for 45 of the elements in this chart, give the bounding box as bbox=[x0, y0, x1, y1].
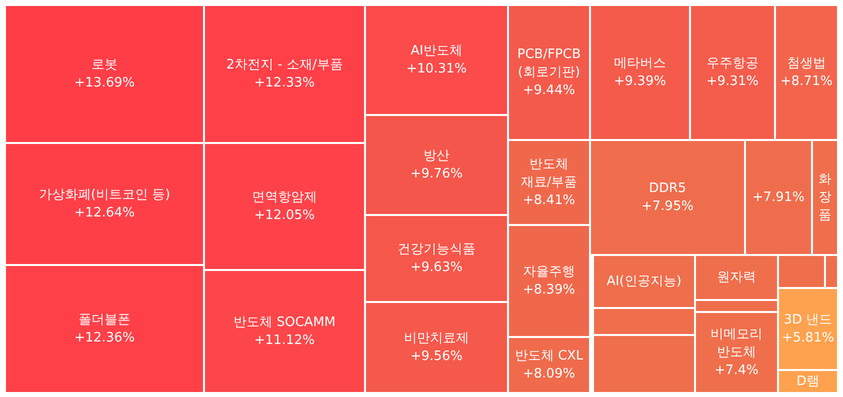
category-label: AI(인공지능) bbox=[606, 274, 682, 289]
data-label: +9.39% bbox=[614, 74, 666, 89]
category-label: 첨생법 bbox=[787, 56, 826, 71]
category-label: 면역항암제 bbox=[252, 190, 317, 205]
category-label: D램 bbox=[796, 374, 820, 389]
category-label: 자율주행 bbox=[523, 264, 575, 280]
category-label: 비메모리 반도체 bbox=[710, 327, 762, 360]
category-label: DDR5 bbox=[648, 181, 686, 196]
category-label: 2차전지 - 소재/부품 bbox=[226, 58, 343, 72]
data-label: +12.05% bbox=[254, 208, 315, 223]
data-label: +11.12% bbox=[254, 333, 315, 348]
category-label: 원자력 bbox=[717, 270, 756, 285]
category-label: 반도체 SOCAMM bbox=[233, 315, 336, 330]
data-label: +9.44% bbox=[522, 83, 576, 98]
data-label: +8.09% bbox=[522, 366, 576, 382]
data-label: +5.81% bbox=[782, 330, 834, 346]
category-label: PCB/FPCB (회로기판) bbox=[517, 47, 581, 80]
category-label: 비만치료제 bbox=[404, 331, 469, 346]
data-label: +12.64% bbox=[74, 206, 135, 220]
data-label: +9.31% bbox=[706, 74, 759, 89]
category-label: 우주항공 bbox=[706, 56, 758, 71]
data-label: +12.33% bbox=[254, 76, 315, 90]
category-label: 폴더블폰 bbox=[78, 312, 130, 328]
category-label: 건강기능식품 bbox=[398, 242, 476, 257]
category-label: 3D 낸드 bbox=[784, 312, 832, 328]
category-label: AI반도체 bbox=[410, 44, 462, 58]
data-label: +9.56% bbox=[410, 349, 463, 364]
category-label: 방산 bbox=[424, 148, 450, 164]
category-label: 반도체 재료/부품 bbox=[520, 157, 578, 190]
category-label: 화장품 bbox=[818, 172, 832, 223]
data-label: +8.41% bbox=[522, 193, 576, 208]
data-label: +8.39% bbox=[522, 282, 576, 298]
data-label: +13.69% bbox=[74, 76, 135, 90]
data-label: +7.4% bbox=[714, 363, 758, 378]
data-label: +7.95% bbox=[641, 199, 694, 214]
category-label: 가상화폐(비트코인 등) bbox=[38, 188, 170, 202]
category-label: 로봇 bbox=[92, 58, 118, 72]
data-label: +12.36% bbox=[74, 330, 135, 346]
data-label: +9.63% bbox=[410, 260, 463, 275]
data-label: +9.76% bbox=[410, 166, 463, 182]
category-label: 반도체 CXL bbox=[514, 348, 584, 364]
data-label: +10.31% bbox=[406, 62, 467, 76]
data-label: +7.91% bbox=[752, 190, 805, 205]
category-label: 메타버스 bbox=[614, 56, 666, 71]
data-label: +8.71% bbox=[780, 74, 833, 89]
